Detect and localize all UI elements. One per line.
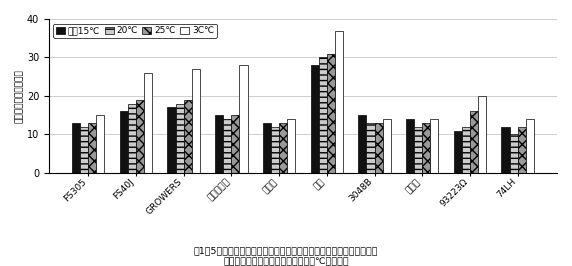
Bar — [240, 65, 248, 173]
Bar — [470, 111, 478, 173]
Text: 図1　5月に播種し、異なる夜温で生育させた場合のソルガム主稈葉の
最終展開葉数（昼温は各区とも３０℃で一定）: 図1 5月に播種し、異なる夜温で生育させた場合のソルガム主稈葉の 最終展開葉数（… — [194, 247, 378, 266]
Bar — [120, 111, 128, 173]
Bar — [510, 134, 518, 173]
Bar — [80, 127, 88, 173]
Bar — [231, 115, 240, 173]
Bar — [96, 115, 105, 173]
Bar — [430, 119, 439, 173]
Y-axis label: 主稈葉の最終展開葉数: 主稈葉の最終展開葉数 — [15, 69, 24, 123]
Bar — [128, 104, 136, 173]
Legend: 夜温15℃, 20℃, 25℃, 3C℃: 夜温15℃, 20℃, 25℃, 3C℃ — [53, 23, 217, 38]
Bar — [383, 119, 391, 173]
Bar — [335, 31, 343, 173]
Bar — [518, 127, 526, 173]
Bar — [327, 54, 335, 173]
Bar — [192, 69, 200, 173]
Bar — [462, 127, 470, 173]
Bar — [136, 100, 144, 173]
Bar — [279, 123, 287, 173]
Bar — [72, 123, 80, 173]
Bar — [88, 123, 96, 173]
Bar — [526, 119, 534, 173]
Bar — [263, 123, 271, 173]
Bar — [375, 123, 383, 173]
Bar — [215, 115, 223, 173]
Bar — [478, 96, 486, 173]
Bar — [168, 107, 176, 173]
Bar — [144, 73, 152, 173]
Bar — [287, 119, 295, 173]
Bar — [367, 123, 375, 173]
Bar — [454, 131, 462, 173]
Bar — [223, 119, 231, 173]
Bar — [406, 119, 414, 173]
Bar — [414, 127, 422, 173]
Bar — [358, 115, 367, 173]
Bar — [271, 127, 279, 173]
Bar — [176, 104, 184, 173]
Bar — [502, 127, 510, 173]
Bar — [184, 100, 192, 173]
Bar — [422, 123, 430, 173]
Bar — [311, 65, 319, 173]
Bar — [319, 57, 327, 173]
